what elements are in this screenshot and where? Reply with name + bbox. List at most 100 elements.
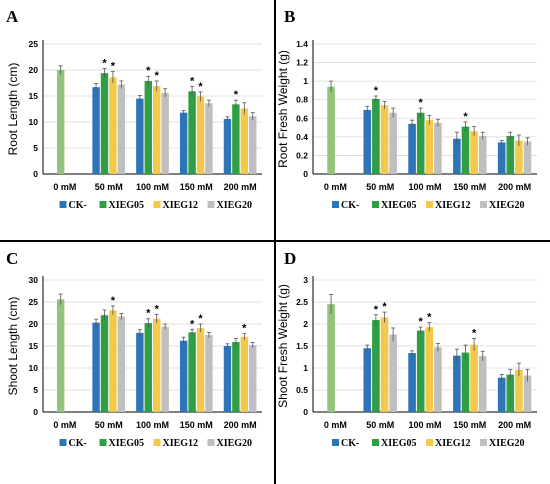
significance-star: * bbox=[198, 81, 203, 93]
bar-xieg20-2 bbox=[434, 122, 442, 174]
legend-label: XIEG05 bbox=[109, 200, 145, 211]
legend-label: XIEG05 bbox=[109, 438, 145, 449]
legend-swatch bbox=[332, 201, 339, 208]
significance-star: * bbox=[190, 76, 195, 88]
bar-xieg05-2 bbox=[144, 80, 152, 174]
x-tick-label: 100 mM bbox=[408, 182, 441, 192]
legend-swatch bbox=[480, 201, 487, 208]
y-tick-label: 0.5 bbox=[296, 385, 308, 395]
bar-xieg05-4 bbox=[506, 374, 515, 412]
legend-label: CK- bbox=[69, 200, 87, 211]
y-tick-label: 1.5 bbox=[296, 341, 308, 351]
bar-xieg05-0 bbox=[56, 299, 65, 412]
y-tick-label: 10 bbox=[29, 363, 39, 373]
legend-swatch bbox=[426, 201, 433, 208]
bar-xieg12-3 bbox=[470, 344, 478, 412]
legend-swatch bbox=[153, 201, 161, 208]
bar-ck-2 bbox=[136, 98, 144, 174]
y-tick-label: 25 bbox=[29, 39, 39, 49]
bar-xieg20-4 bbox=[249, 345, 257, 412]
bar-xieg05-4 bbox=[232, 342, 240, 412]
bar-xieg20-2 bbox=[161, 92, 169, 174]
bar-xieg12-4 bbox=[240, 336, 249, 412]
y-tick-label: 15 bbox=[29, 91, 39, 101]
bar-xieg12-2 bbox=[425, 327, 434, 412]
bar-ck-3 bbox=[453, 138, 461, 174]
bar-xieg12-4 bbox=[515, 140, 523, 174]
significance-star: * bbox=[146, 65, 151, 77]
bar-xieg20-1 bbox=[117, 316, 126, 412]
bar-xieg12-2 bbox=[153, 86, 161, 174]
bar-xieg20-2 bbox=[161, 326, 169, 412]
bar-ck-4 bbox=[223, 346, 232, 412]
bar-xieg12-3 bbox=[470, 131, 478, 174]
x-tick-label: 50 mM bbox=[366, 420, 394, 430]
panel-letter: B bbox=[284, 7, 295, 26]
y-tick-label: 25 bbox=[29, 297, 39, 307]
legend-swatch bbox=[372, 439, 379, 446]
legend-label: XIEG05 bbox=[381, 200, 417, 211]
y-tick-label: 0.2 bbox=[296, 150, 308, 160]
bar-ck-4 bbox=[497, 142, 506, 174]
y-tick-label: 20 bbox=[29, 319, 39, 329]
x-tick-label: 100 mM bbox=[408, 420, 441, 430]
legend-swatch bbox=[207, 201, 215, 208]
bar-xieg12-4 bbox=[240, 108, 249, 174]
y-tick-label: 0 bbox=[303, 407, 308, 417]
legend-swatch bbox=[372, 201, 379, 208]
y-tick-label: 5 bbox=[33, 143, 38, 153]
x-tick-label: 0 mM bbox=[324, 420, 347, 430]
bar-xieg20-1 bbox=[389, 334, 397, 412]
y-tick-label: 0 bbox=[33, 407, 38, 417]
significance-star: * bbox=[102, 57, 107, 69]
bar-xieg20-3 bbox=[478, 356, 487, 412]
y-tick-label: 0.4 bbox=[296, 132, 308, 142]
y-tick-label: 5 bbox=[33, 385, 38, 395]
legend-swatch bbox=[332, 439, 339, 446]
significance-star: * bbox=[242, 323, 247, 335]
legend-label: XIEG12 bbox=[435, 200, 471, 211]
bar-xieg20-1 bbox=[117, 84, 126, 174]
y-axis-label: Shoot Length (cm) bbox=[6, 297, 20, 396]
x-tick-label: 50 mM bbox=[366, 182, 394, 192]
bar-xieg12-1 bbox=[380, 317, 389, 412]
bar-xieg12-3 bbox=[196, 327, 205, 412]
bar-xieg12-1 bbox=[380, 105, 389, 174]
legend-swatch bbox=[59, 201, 67, 208]
legend-swatch bbox=[99, 439, 107, 446]
significance-star: * bbox=[419, 97, 424, 109]
panel-letter: D bbox=[284, 249, 296, 268]
x-tick-label: 150 mM bbox=[180, 182, 213, 192]
bar-xieg05-2 bbox=[416, 112, 425, 174]
bar-ck-2 bbox=[136, 332, 144, 412]
y-tick-label: 0.8 bbox=[296, 95, 308, 105]
bar-xieg05-2 bbox=[144, 323, 152, 412]
bar-ck-1 bbox=[363, 109, 372, 174]
bar-xieg05-1 bbox=[372, 98, 380, 174]
bar-xieg12-3 bbox=[196, 96, 205, 174]
y-axis-label: Root Fresh Weight (g) bbox=[276, 50, 290, 168]
bar-xieg05-0 bbox=[327, 304, 335, 412]
legend-swatch bbox=[59, 439, 67, 446]
bar-xieg12-1 bbox=[109, 310, 117, 412]
bar-xieg05-1 bbox=[372, 320, 380, 412]
significance-star: * bbox=[146, 308, 151, 320]
chart-panel-b: B 0 0.2 0.4 0.6 0.8 1 1.2 1.4 Root Fresh Weight (… bbox=[276, 7, 537, 211]
significance-star: * bbox=[463, 111, 468, 123]
x-tick-label: 150 mM bbox=[453, 182, 486, 192]
x-tick-label: 150 mM bbox=[180, 420, 213, 430]
x-tick-label: 50 mM bbox=[95, 182, 123, 192]
y-axis-label: Root Length (cm) bbox=[6, 63, 20, 156]
y-tick-label: 1.2 bbox=[296, 58, 308, 68]
bar-ck-3 bbox=[179, 112, 188, 174]
bar-ck-1 bbox=[92, 87, 100, 174]
y-tick-label: 20 bbox=[29, 65, 39, 75]
x-tick-label: 0 mM bbox=[53, 420, 76, 430]
bar-xieg20-3 bbox=[205, 103, 213, 174]
bar-xieg05-0 bbox=[327, 86, 335, 174]
bar-xieg05-3 bbox=[188, 91, 196, 174]
bar-xieg05-0 bbox=[56, 70, 65, 174]
